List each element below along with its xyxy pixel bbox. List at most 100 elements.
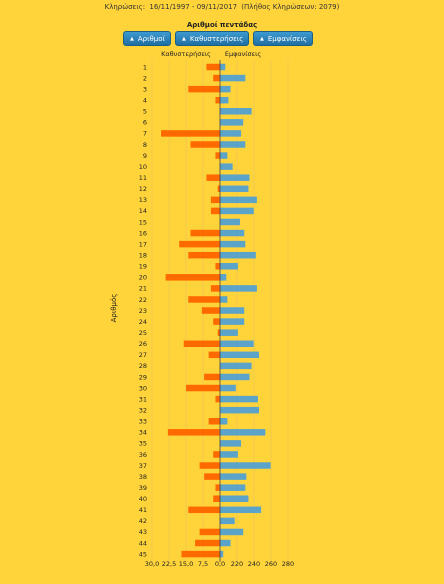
delay-bar — [215, 96, 220, 104]
category-label: 16 — [139, 229, 147, 237]
left-series-header: Καθυστερήσεις — [161, 50, 211, 58]
delay-bar — [210, 285, 220, 292]
draws-label: Κληρώσεις: — [104, 3, 146, 11]
appearance-bar — [220, 429, 266, 436]
category-label: 27 — [139, 351, 147, 359]
appearance-bar — [220, 85, 231, 93]
category-label: 31 — [139, 395, 147, 403]
sort-arrow-icon: ▲ — [260, 35, 264, 42]
sort-arrow-icon: ▲ — [182, 35, 186, 42]
appearance-bar — [220, 395, 258, 403]
appearance-bar — [220, 329, 238, 336]
category-label: 13 — [139, 196, 147, 204]
category-label: 12 — [139, 185, 147, 193]
appearance-bar — [220, 63, 226, 71]
category-label: 6 — [143, 119, 147, 127]
delay-tick-label: 22,5 — [162, 560, 176, 568]
delay-bar — [165, 274, 220, 281]
delay-bar — [215, 484, 220, 491]
appearance-bar — [220, 229, 245, 237]
appearance-bar — [220, 550, 224, 558]
category-label: 2 — [143, 74, 147, 82]
category-label: 38 — [139, 473, 147, 481]
delay-bar — [206, 63, 220, 71]
right-series-header: Εμφανίσεις — [225, 50, 261, 58]
category-label: 23 — [139, 307, 147, 315]
delay-bar — [213, 495, 220, 502]
category-label: 17 — [139, 240, 147, 248]
category-label: 18 — [139, 251, 147, 259]
category-label: 42 — [139, 517, 147, 525]
appearance-bar — [220, 506, 262, 514]
delay-bar — [190, 229, 220, 237]
category-label: 20 — [139, 274, 147, 282]
category-label: 40 — [139, 495, 147, 503]
appearance-bar — [220, 340, 254, 347]
delay-bar — [208, 351, 220, 359]
delay-bar — [217, 185, 220, 193]
appearance-bar — [220, 517, 235, 525]
appearance-bar — [220, 174, 250, 181]
delay-tick-label: 15,0 — [179, 560, 193, 568]
delay-bar — [204, 373, 220, 381]
category-label: 43 — [139, 528, 147, 536]
date-range: 16/11/1997 - 09/11/2017 — [149, 3, 238, 11]
delay-tick-label: 7,5 — [198, 560, 208, 568]
category-label: 19 — [139, 263, 147, 271]
delay-bar — [188, 296, 220, 303]
appearance-bar — [220, 196, 257, 204]
appearance-bar — [220, 141, 246, 148]
delay-bar — [208, 417, 220, 425]
delay-bar — [213, 451, 220, 458]
category-label: 25 — [139, 329, 147, 337]
sort-by-appearances-button[interactable]: ▲ Εμφανίσεις — [253, 31, 313, 46]
category-label: 37 — [139, 462, 147, 470]
category-label: 10 — [139, 163, 147, 171]
appearance-tick-label: 260 — [265, 560, 277, 568]
appearance-bar — [220, 373, 250, 381]
delay-tick-label: 0,0 — [215, 560, 225, 568]
appearance-bar — [220, 130, 242, 137]
category-label: 29 — [139, 373, 147, 381]
sort-by-number-button[interactable]: ▲ Αριθμοί — [123, 31, 171, 46]
appearance-bar — [220, 240, 246, 248]
delay-bar — [188, 251, 220, 259]
category-label: 26 — [139, 340, 147, 348]
appearance-bar — [220, 96, 229, 104]
appearance-bar — [220, 484, 246, 491]
category-label: 15 — [139, 218, 147, 226]
category-label: 22 — [139, 296, 147, 304]
sort-toolbar: ▲ Αριθμοί ▲ Καθυστερήσεις ▲ Εμφανίσεις — [123, 31, 313, 48]
category-label: 4 — [143, 97, 147, 105]
delay-bar — [217, 329, 220, 336]
delay-bar — [188, 85, 220, 93]
category-label: 34 — [139, 429, 147, 437]
appearance-bar — [220, 462, 271, 469]
sort-by-delay-button[interactable]: ▲ Καθυστερήσεις — [175, 31, 249, 46]
sort-arrow-icon: ▲ — [130, 35, 134, 42]
delay-bar — [179, 240, 220, 248]
delay-bar — [199, 462, 220, 469]
appearance-bar — [220, 296, 228, 303]
appearance-bar — [220, 307, 245, 314]
category-label: 33 — [139, 418, 147, 426]
category-label: 39 — [139, 484, 147, 492]
appearance-bar — [220, 406, 259, 414]
appearance-bar — [220, 74, 246, 82]
delay-bar — [183, 340, 220, 347]
delay-bar — [206, 174, 220, 181]
delay-bar — [210, 196, 220, 204]
delay-bar — [199, 528, 220, 536]
appearance-bar — [220, 251, 256, 259]
appearance-bar — [220, 207, 254, 215]
delay-bar — [201, 307, 220, 314]
appearance-bar — [220, 108, 252, 115]
delay-bar — [190, 141, 220, 148]
appearance-bar — [220, 185, 249, 193]
appearance-bar — [220, 318, 245, 325]
draws-count: (Πλήθος Κληρώσεων: 2079) — [241, 3, 340, 11]
category-label: 45 — [139, 550, 147, 558]
category-label: 21 — [139, 285, 147, 293]
appearance-bar — [220, 351, 259, 359]
delay-bar — [215, 152, 220, 159]
